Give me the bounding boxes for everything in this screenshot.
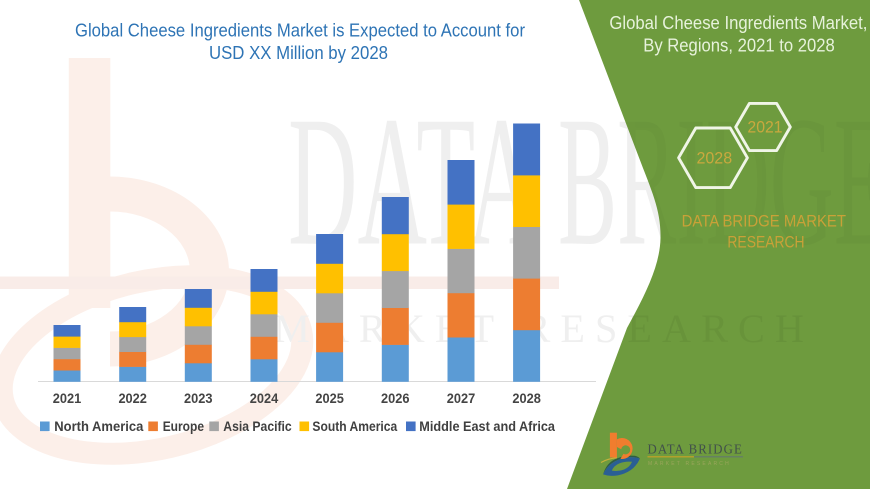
svg-text:South America: South America (312, 418, 397, 434)
svg-text:2026: 2026 (381, 390, 410, 406)
svg-text:Asia Pacific: Asia Pacific (223, 418, 292, 434)
svg-text:2028: 2028 (696, 150, 732, 168)
svg-text:2024: 2024 (250, 390, 279, 406)
svg-text:Global Cheese Ingredients Mark: Global Cheese Ingredients Market, (609, 13, 867, 33)
svg-text:USD XX Million by 2028: USD XX Million by 2028 (209, 42, 388, 63)
svg-text:2025: 2025 (315, 390, 344, 406)
svg-text:MARKET RESEARCH: MARKET RESEARCH (648, 461, 731, 467)
svg-text:2022: 2022 (118, 390, 147, 406)
svg-text:By Regions, 2021 to 2028: By Regions, 2021 to 2028 (643, 35, 835, 55)
svg-text:2023: 2023 (184, 390, 213, 406)
svg-text:North America: North America (54, 418, 143, 434)
svg-text:Middle East and Africa: Middle East and Africa (419, 418, 555, 434)
svg-text:2027: 2027 (447, 390, 476, 406)
svg-text:DATA BRIDGE MARKET: DATA BRIDGE MARKET (682, 213, 846, 231)
svg-text:RESEARCH: RESEARCH (727, 234, 804, 252)
svg-text:Europe: Europe (163, 418, 204, 434)
svg-text:2021: 2021 (747, 118, 782, 136)
svg-text:2028: 2028 (512, 390, 541, 406)
svg-text:2021: 2021 (53, 390, 82, 406)
svg-text:Global Cheese Ingredients Mark: Global Cheese Ingredients Market is Expe… (75, 19, 525, 40)
svg-text:DATA BRIDGE: DATA BRIDGE (648, 441, 743, 456)
